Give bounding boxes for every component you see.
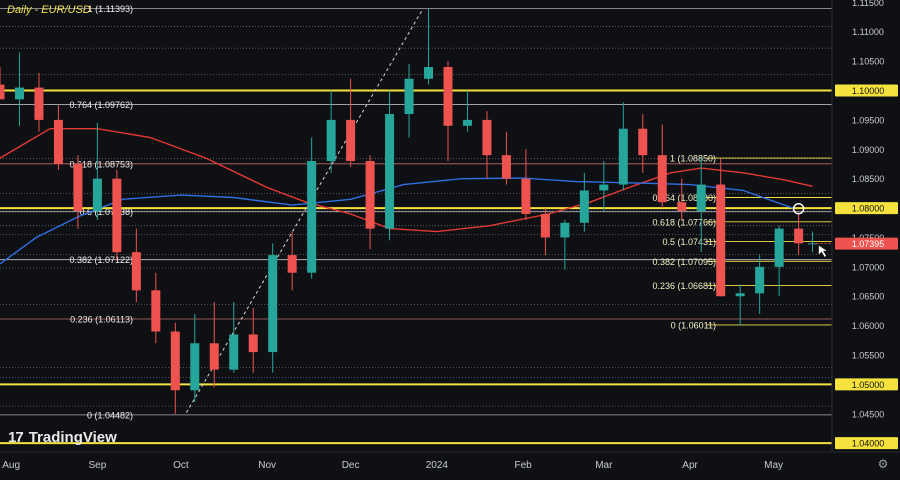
price-tick-label: 1.09500 [852,115,885,125]
candle-body [580,190,589,222]
candle-body [307,161,316,273]
price-tick-label: 1.06000 [852,321,885,331]
candle-body [482,120,491,155]
current-price-label: 1.07395 [852,239,885,249]
candle-body [677,202,686,211]
candle-body [229,334,238,369]
candle-body [190,343,199,390]
candle-body [794,229,803,244]
candle-body [249,334,258,352]
level-tag-label: 1.10000 [852,86,885,96]
candle-body [463,120,472,126]
fib-short-label: 1 (1.08850) [670,154,716,164]
time-tick-label: Mar [595,460,613,471]
fib-long-label: 0.236 (1.06113) [70,314,133,324]
fib-short-label: 0 (1.06011) [671,320,716,330]
candle-body [288,255,297,273]
price-tick-label: 1.09000 [852,145,885,155]
candle-body [424,67,433,79]
candle-body [132,252,141,290]
candle-body [346,120,355,161]
time-tick-label: Oct [173,460,189,471]
level-tag-label: 1.04000 [852,439,885,449]
candle-body [327,120,336,161]
price-tick-label: 1.05500 [852,351,885,361]
fib-long-label: 0 (1.04482) [87,410,133,420]
tradingview-logo-icon: 17 [8,429,23,446]
fib-short-label: 0.618 (1.07766) [652,217,716,227]
time-tick-label: 2024 [426,460,449,471]
level-tag-label: 1.05000 [852,380,885,390]
candle-body [151,290,160,331]
time-tick-label: Nov [258,460,276,471]
candle [112,170,121,261]
candle-body [210,343,219,369]
candle-body [502,155,511,179]
candle-body [599,185,608,191]
candle-body [0,85,5,100]
fib-long-label: 1 (1.11393) [88,4,133,14]
candle-body [716,185,725,297]
fib-long-label: 0.764 (1.09762) [69,100,133,110]
candle-body [775,229,784,267]
time-tick-label: May [764,460,783,471]
fib-short-label: 0.236 (1.06681) [652,281,716,291]
fib-short-label: 0.382 (1.07095) [652,257,716,267]
candle-body [736,293,745,296]
candle-body [658,155,667,202]
tradingview-logo-text: TradingView [29,429,117,446]
price-tick-label: 1.11500 [852,0,884,8]
candle-body [268,255,277,352]
time-tick-label: Feb [515,460,533,471]
price-tick-label: 1.07000 [852,262,885,272]
price-tick-label: 1.08500 [852,174,885,184]
gear-icon[interactable]: ⚙ [876,457,890,471]
candle-body [54,120,63,164]
price-tick-label: 1.06500 [852,292,885,302]
candle-body [112,179,121,252]
candle-body [444,67,453,126]
level-tag-label: 1.08000 [852,204,885,214]
candle-body [755,267,764,293]
candle-body [385,114,394,229]
price-tick-label: 1.11000 [852,27,884,37]
candle-body [405,79,414,114]
price-tick-label: 1.04500 [852,409,885,419]
candle-body [366,161,375,229]
candle-body [521,179,530,214]
price-tick-label: 1.10500 [852,57,885,67]
candle-body [73,164,82,211]
candle-body [638,129,647,155]
candle-body [171,332,180,391]
chart-title: Daily - EUR/USD [7,4,91,16]
time-tick-label: Aug [2,460,20,471]
candle-body [619,129,628,185]
candle-body [697,185,706,211]
fib-long-label: 0.382 (1.07122) [69,255,133,265]
candle-body [34,88,43,120]
candle-body [15,88,24,100]
fib-short-label: 0.5 (1.07431) [662,237,716,247]
time-tick-label: Dec [342,460,360,471]
time-tick-label: Sep [88,460,106,471]
candle-body [541,214,550,238]
candle-body [93,179,102,211]
tradingview-logo: 17 TradingView [8,429,117,446]
candle-body [560,223,569,238]
time-tick-label: Apr [682,460,698,471]
